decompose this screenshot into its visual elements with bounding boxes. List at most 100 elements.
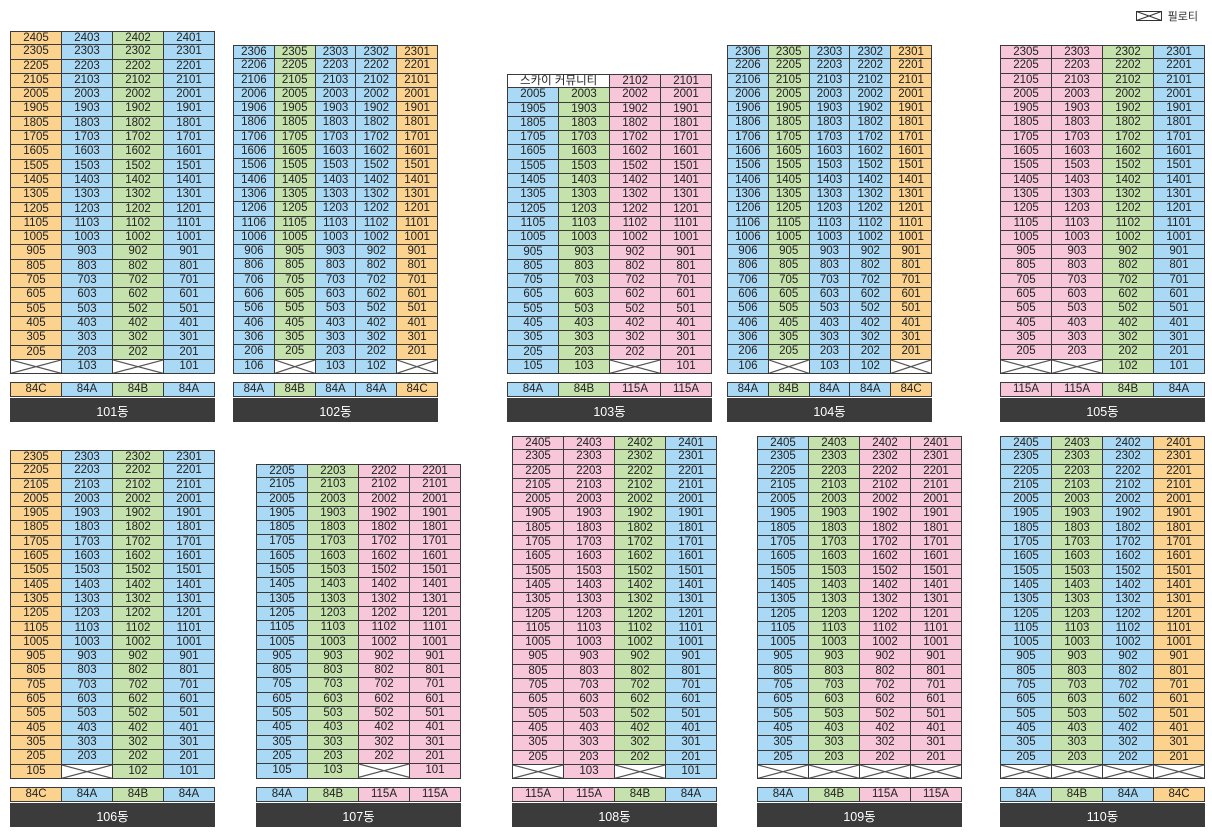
unit-cell: 501 bbox=[891, 302, 932, 317]
unit-cell: 905 bbox=[10, 650, 62, 665]
floor-row: 2005 2003 2002 2001 bbox=[512, 493, 717, 508]
unit-cell: 1405 bbox=[1000, 578, 1052, 594]
unit-cell: 2103 bbox=[809, 73, 851, 88]
floor-row: 2306 2305 2303 2302 2301 bbox=[233, 45, 438, 60]
floor-row: 805 803 802 801 bbox=[1000, 259, 1205, 274]
unit-cell: 1401 bbox=[164, 578, 215, 593]
unit-cell: 2002 bbox=[610, 88, 661, 103]
unit-cell: 1401 bbox=[397, 173, 438, 188]
unit-cell: 802 bbox=[113, 259, 164, 275]
unit-cell: 1305 bbox=[512, 593, 564, 608]
unit-cell: 305 bbox=[1000, 736, 1052, 751]
unit-cell: 305 bbox=[512, 736, 564, 751]
unit-cell: 1005 bbox=[757, 636, 809, 651]
unit-cell: 2105 bbox=[1000, 478, 1052, 494]
unit-cell: 301 bbox=[164, 331, 215, 346]
unit-cell: 1905 bbox=[274, 102, 316, 117]
unit-cell: 502 bbox=[356, 302, 398, 317]
unit-cell: 1203 bbox=[308, 606, 359, 622]
unit-cell: 1802 bbox=[113, 116, 164, 132]
unit-cell: 703 bbox=[809, 679, 860, 694]
unit-cell: 905 bbox=[768, 245, 810, 260]
unit-cell: 1403 bbox=[62, 173, 113, 189]
floor-row: 2205 2203 2202 2201 bbox=[757, 464, 962, 479]
unit-cell: 1201 bbox=[666, 607, 717, 622]
unit-cell: 1303 bbox=[62, 592, 113, 608]
unit-cell: 1903 bbox=[62, 507, 113, 522]
unit-cell: 803 bbox=[1052, 664, 1103, 680]
unit-cell: 903 bbox=[62, 650, 113, 665]
floor-row: 1305 1303 1302 1301 bbox=[10, 188, 215, 203]
unit-cell: 302 bbox=[113, 331, 164, 346]
unit-cell: 103 bbox=[62, 359, 113, 375]
piloti-cell bbox=[1000, 359, 1052, 374]
unit-cell: 905 bbox=[507, 245, 559, 260]
unit-cell: 601 bbox=[164, 288, 215, 303]
unit-cell: 403 bbox=[62, 721, 113, 736]
unit-cell: 703 bbox=[1052, 273, 1103, 289]
floor-row: 906 905 903 902 901 bbox=[233, 245, 438, 260]
unit-cell: 702 bbox=[860, 679, 911, 694]
unit-cell: 1803 bbox=[1052, 116, 1103, 131]
unit-cell: 1305 bbox=[256, 592, 308, 607]
unit-cell: 202 bbox=[113, 750, 164, 765]
unit-cell: 1903 bbox=[315, 102, 357, 117]
unit-cell: 2302 bbox=[1103, 450, 1154, 465]
unit-cell: 605 bbox=[757, 693, 809, 708]
unit-cell: 1703 bbox=[559, 131, 610, 146]
unit-cell: 2002 bbox=[113, 492, 164, 508]
unit-cell: 1101 bbox=[397, 216, 438, 231]
floor-row: 2205 2203 2202 2201 bbox=[1000, 59, 1205, 74]
floor-row: 103 101 bbox=[512, 764, 717, 780]
floor-row: 2205 2203 2202 2201 bbox=[256, 464, 461, 479]
unit-cell: 1501 bbox=[666, 564, 717, 579]
unit-cell: 2203 bbox=[308, 464, 359, 479]
unit-cell: 2301 bbox=[164, 45, 215, 60]
unit-cell: 501 bbox=[410, 707, 461, 722]
unit-cell: 1705 bbox=[512, 536, 564, 551]
unit-cell: 701 bbox=[1154, 679, 1205, 694]
unit-cell: 1603 bbox=[1052, 550, 1103, 565]
floor-row: 1905 1903 1902 1901 bbox=[507, 102, 712, 117]
unit-type-label: 84B bbox=[113, 382, 164, 397]
unit-cell: 1703 bbox=[62, 131, 113, 146]
unit-cell: 2101 bbox=[911, 478, 962, 494]
floor-row: 1905 1903 1902 1901 bbox=[1000, 102, 1205, 117]
unit-cell: 1802 bbox=[1103, 521, 1154, 537]
unit-cell: 1503 bbox=[315, 159, 357, 174]
floor-row bbox=[757, 764, 962, 780]
unit-cell: 901 bbox=[164, 650, 215, 665]
unit-cell: 2003 bbox=[809, 493, 860, 508]
unit-grid: 2305 2303 2302 2301 2205 2203 2202 2201 2105 2103… bbox=[1000, 45, 1205, 374]
unit-cell: 305 bbox=[757, 736, 809, 751]
unit-cell: 1102 bbox=[113, 216, 164, 232]
unit-cell: 1003 bbox=[809, 636, 860, 651]
floor-row: 1406 1405 1403 1402 1401 bbox=[727, 173, 932, 188]
unit-cell: 1901 bbox=[410, 506, 461, 522]
unit-cell: 1505 bbox=[1000, 159, 1052, 174]
unit-cell: 1902 bbox=[1103, 507, 1154, 522]
unit-cell: 806 bbox=[233, 259, 275, 274]
unit-cell: 1901 bbox=[911, 507, 962, 522]
unit-cell: 203 bbox=[559, 345, 610, 360]
unit-cell: 1905 bbox=[10, 507, 62, 522]
unit-cell: 2006 bbox=[727, 87, 769, 103]
unit-cell: 606 bbox=[727, 288, 769, 303]
unit-cell: 1302 bbox=[860, 593, 911, 608]
floor-row: 405 403 402 401 bbox=[256, 721, 461, 736]
unit-cell: 201 bbox=[397, 345, 438, 360]
floor-row: 905 903 902 901 bbox=[256, 649, 461, 665]
unit-cell: 1605 bbox=[10, 550, 62, 565]
unit-cell: 2102 bbox=[359, 478, 410, 493]
unit-cell: 2005 bbox=[256, 492, 308, 507]
floor-row: 1805 1803 1802 1801 bbox=[507, 116, 712, 132]
unit-cell: 2002 bbox=[860, 493, 911, 508]
unit-cell: 1101 bbox=[666, 621, 717, 637]
unit-cell: 2201 bbox=[891, 59, 932, 74]
floor-row: 2105 2103 2102 2101 bbox=[10, 478, 215, 493]
unit-cell: 301 bbox=[1154, 330, 1205, 346]
unit-cell: 602 bbox=[113, 288, 164, 303]
unit-cell: 503 bbox=[1052, 302, 1103, 317]
unit-cell: 1102 bbox=[1103, 216, 1154, 231]
unit-cell: 2301 bbox=[911, 450, 962, 465]
